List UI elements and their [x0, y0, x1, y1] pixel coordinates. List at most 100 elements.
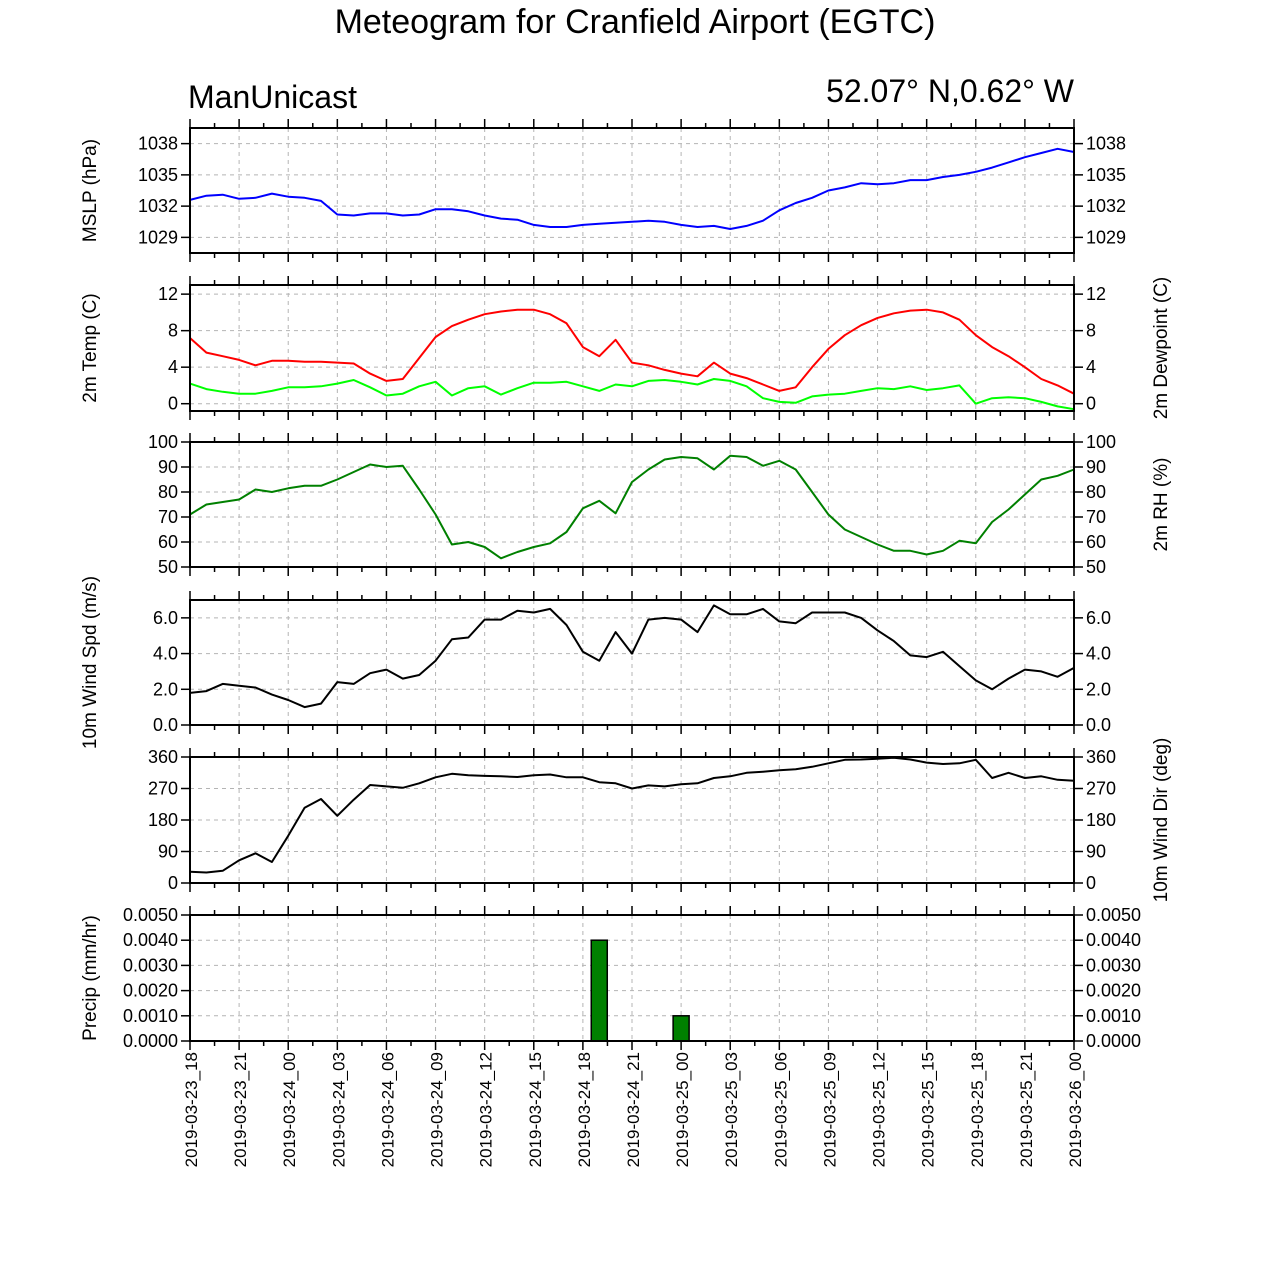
y-tick-label-left: 70 — [158, 507, 178, 527]
y-tick-label-left: 2.0 — [153, 679, 178, 699]
x-tick-label: 2019-03-25_06 — [771, 1052, 790, 1167]
y-tick-label-left: 1035 — [138, 165, 178, 185]
y-tick-label-right: 0.0050 — [1086, 905, 1141, 925]
y-tick-label-right: 1029 — [1086, 227, 1126, 247]
y-tick-label-right: 0.0030 — [1086, 955, 1141, 975]
y-axis-title-right: 10m Wind Dir (deg) — [1151, 738, 1172, 903]
y-tick-label-left: 100 — [148, 432, 178, 452]
y-tick-label-left: 90 — [158, 457, 178, 477]
panel-rh: 50 50 60 60 70 70 80 80 90 90 100 100 2m RH (%) — [148, 432, 1172, 577]
y-tick-label-right: 12 — [1086, 284, 1106, 304]
y-tick-label-right: 1032 — [1086, 196, 1126, 216]
rh-series-line-0 — [189, 454, 1075, 560]
x-tick-label: 2019-03-25_18 — [968, 1052, 987, 1167]
wind_speed-series-line-0 — [189, 604, 1075, 709]
panel-wind_dir: 0 0 90 90 180 180 270 270 360 360 10m Wind Dir (de… — [148, 738, 1172, 903]
y-tick-label-right: 70 — [1086, 507, 1106, 527]
x-tick-label: 2019-03-24_09 — [428, 1052, 447, 1167]
y-tick-label-left: 1032 — [138, 196, 178, 216]
y-tick-label-right: 0 — [1086, 394, 1096, 414]
y-tick-label-right: 270 — [1086, 779, 1116, 799]
y-tick-label-right: 4.0 — [1086, 644, 1111, 664]
temp-series-line-0 — [189, 308, 1075, 395]
y-tick-label-left: 0 — [168, 394, 178, 414]
y-tick-label-right: 1038 — [1086, 134, 1126, 154]
x-tick-label: 2019-03-25_03 — [722, 1052, 741, 1167]
y-tick-label-right: 360 — [1086, 747, 1116, 767]
y-tick-label-right: 50 — [1086, 557, 1106, 577]
y-tick-label-left: 50 — [158, 557, 178, 577]
x-tick-label: 2019-03-24_15 — [526, 1052, 545, 1167]
y-axis-title-left: 10m Wind Spd (m/s) — [80, 576, 101, 749]
x-tick-label: 2019-03-25_21 — [1017, 1052, 1036, 1167]
y-tick-label-right: 90 — [1086, 457, 1106, 477]
y-tick-label-left: 1029 — [138, 227, 178, 247]
x-tick-label: 2019-03-24_12 — [477, 1052, 496, 1167]
x-tick-label: 2019-03-24_06 — [378, 1052, 397, 1167]
y-tick-label-left: 360 — [148, 747, 178, 767]
y-tick-label-left: 90 — [158, 842, 178, 862]
x-tick-label: 2019-03-25_15 — [919, 1052, 938, 1167]
x-tick-label: 2019-03-26_00 — [1066, 1052, 1085, 1167]
wind_dir-series-line-0 — [189, 756, 1075, 874]
x-tick-label: 2019-03-25_12 — [870, 1052, 889, 1167]
y-tick-label-right: 0.0040 — [1086, 930, 1141, 950]
x-tick-label: 2019-03-24_00 — [280, 1052, 299, 1167]
meteogram-panels: 1029 1029 1032 1032 1035 1035 1038 1038 MSLP (hP… — [80, 119, 1172, 1051]
y-tick-label-right: 60 — [1086, 532, 1106, 552]
x-tick-label: 2019-03-25_09 — [820, 1052, 839, 1167]
y-tick-label-right: 2.0 — [1086, 679, 1111, 699]
y-tick-label-left: 4 — [168, 357, 178, 377]
panel-precip: 0.0000 0.0000 0.0010 0.0010 0.0020 0.0020 0.00… — [80, 905, 1141, 1051]
y-tick-label-left: 0.0050 — [123, 905, 178, 925]
y-tick-label-right: 100 — [1086, 432, 1116, 452]
y-tick-label-left: 0.0000 — [123, 1031, 178, 1051]
x-tick-label: 2019-03-24_03 — [329, 1052, 348, 1167]
y-tick-label-left: 0.0020 — [123, 981, 178, 1001]
y-tick-label-left: 0 — [168, 873, 178, 893]
panel-wind_speed: 0.0 0.0 2.0 2.0 4.0 4.0 6.0 6.0 10m Wind Spd (m/… — [80, 576, 1111, 749]
x-tick-label: 2019-03-24_18 — [575, 1052, 594, 1167]
left-subtitle: ManUnicast — [188, 79, 357, 115]
y-tick-label-right: 0.0 — [1086, 715, 1111, 735]
precip-bar — [590, 939, 609, 1042]
y-tick-label-left: 8 — [168, 321, 178, 341]
y-tick-label-left: 1038 — [138, 134, 178, 154]
x-tick-label: 2019-03-23_21 — [231, 1052, 250, 1167]
panel-mslp: 1029 1029 1032 1032 1035 1035 1038 1038 MSLP (hP… — [80, 119, 1126, 262]
y-axis-title-left: Precip (mm/hr) — [80, 915, 101, 1041]
y-tick-label-right: 6.0 — [1086, 608, 1111, 628]
y-axis-title-right: 2m Dewpoint (C) — [1151, 277, 1172, 420]
y-tick-label-left: 6.0 — [153, 608, 178, 628]
y-axis-title-left: MSLP (hPa) — [80, 139, 101, 242]
y-tick-label-left: 270 — [148, 779, 178, 799]
x-tick-label: 2019-03-24_21 — [624, 1052, 643, 1167]
y-tick-label-right: 80 — [1086, 482, 1106, 502]
y-axis-title-left: 2m Temp (C) — [80, 293, 101, 402]
chart-title: Meteogram for Cranfield Airport (EGTC) — [335, 3, 936, 41]
y-tick-label-left: 80 — [158, 482, 178, 502]
y-tick-label-left: 0.0 — [153, 715, 178, 735]
y-tick-label-left: 180 — [148, 810, 178, 830]
panel-temp: 0 0 4 4 8 8 12 12 2m Temp (C) 2m Dewpoint (C) — [80, 276, 1172, 420]
y-tick-label-right: 90 — [1086, 842, 1106, 862]
precip-bar — [672, 1015, 690, 1042]
y-tick-label-left: 0.0030 — [123, 955, 178, 975]
y-tick-label-right: 0.0000 — [1086, 1031, 1141, 1051]
y-tick-label-right: 0.0020 — [1086, 981, 1141, 1001]
right-subtitle: 52.07° N,0.62° W — [826, 73, 1075, 109]
temp-series-line-1 — [189, 378, 1075, 411]
y-tick-label-left: 60 — [158, 532, 178, 552]
y-tick-label-left: 0.0010 — [123, 1006, 178, 1026]
y-tick-label-left: 4.0 — [153, 644, 178, 664]
y-tick-label-right: 8 — [1086, 321, 1096, 341]
y-tick-label-right: 0.0010 — [1086, 1006, 1141, 1026]
y-tick-label-right: 1035 — [1086, 165, 1126, 185]
y-tick-label-right: 4 — [1086, 357, 1096, 377]
x-tick-label: 2019-03-23_18 — [182, 1052, 201, 1167]
time-axis: 2019-03-23_18 2019-03-23_21 2019-03-24_00 2… — [182, 1052, 1085, 1167]
y-tick-label-right: 0 — [1086, 873, 1096, 893]
y-tick-label-left: 0.0040 — [123, 930, 178, 950]
y-tick-label-right: 180 — [1086, 810, 1116, 830]
